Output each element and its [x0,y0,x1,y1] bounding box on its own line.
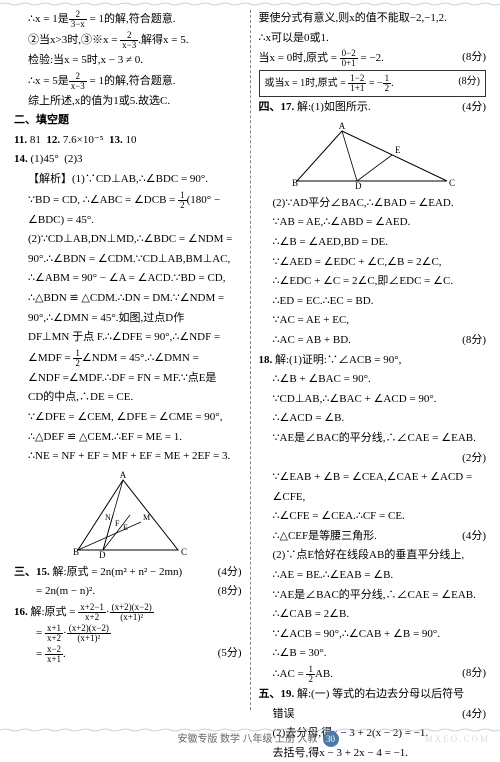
triangle-figure-1: A B C D E F M N [63,470,193,560]
text-line: 【解析】(1)∵CD⊥AB,∴∠BDC = 90°. [14,171,242,189]
page-number-badge: 30 [323,731,339,747]
text-line: ∠CFE, [259,489,487,507]
right-column: 要使分式有意义,则x的值不能取−2,−1,2. ∴x可以是0或1. 当x = 0… [253,10,493,710]
text-line: ∵AE是∠BAC的平分线,∴∠CAE = ∠EAB. [259,430,487,448]
svg-text:B: B [292,178,298,188]
solution-line: 三、15. 解:原式 = 2n(m² + n² − 2mn)(4分) [14,564,242,582]
text-line: ∠BDC) = 45°. [14,212,242,230]
solution-line: 18. 解:(1)证明:∵∠ACB = 90°, [259,352,487,370]
text-line: ∴∠CAB = 2∠B. [259,606,487,624]
text-line: ∴△CEF是等腰三角形.(4分) [259,528,487,546]
watermark: MXEO.COM [425,732,490,746]
text-line: ∵CD⊥AB,∴∠BAC + ∠ACD = 90°. [259,391,487,409]
text-line: = 2n(m − n)².(8分) [14,583,242,601]
text-line: ∴∠ABM = 90° − ∠A = ∠ACD.∵BD = CD, [14,270,242,288]
svg-text:N: N [105,513,111,522]
text-line: 90°.∴∠BDN = ∠CDM.∵CD⊥AB,BM⊥AC, [14,251,242,269]
text-line: ∴△BDN ≌ △CDM.∴DN = DM.∵∠NDM = [14,290,242,308]
svg-text:A: A [120,470,127,480]
text-line: ∴∠ACD = ∠B. [259,410,487,428]
text-line: (2)∵点E恰好在线段AB的垂直平分线上, [259,547,487,565]
answer-line: 11. 81 12. 7.6×10⁻⁵ 13. 10 [14,132,242,150]
left-column: ∴x = 1是23−x = 1的解,符合题意. ②当x>3时,③※x = 2x−… [8,10,248,710]
text-line: ∠NDF =∠MDF.∴DF = FN = MF.∵点E是 [14,370,242,388]
svg-text:E: E [395,145,401,155]
solution-line: 四、17. 解:(1)如图所示.(4分) [259,99,487,117]
text-line: ∴AC = AB + BD.(8分) [259,332,487,350]
svg-text:A: A [339,121,346,131]
text-line: (2)∵AD平分∠BAC,∴∠BAD = ∠EAD. [259,195,487,213]
text-line: ∴AE = BE.∴∠EAB = ∠B. [259,567,487,585]
score-line: (2分) [259,450,487,468]
text-line: ∴∠B + ∠BAC = 90°. [259,371,487,389]
solution-line: 五、19. 解:(一) 等式的右边去分母以后符号 [259,686,487,704]
text-line: ∴∠B = ∠AED,BD = DE. [259,234,487,252]
svg-text:C: C [181,547,187,557]
text-line: ②当x>3时,③※x = 2x−3.解得x = 5. [14,31,242,50]
svg-text:D: D [99,550,106,560]
text-line: ∵AC = AE + EC, [259,312,487,330]
text-line: ∵AB = AE,∴∠ABD = ∠AED. [259,214,487,232]
text-line: ∴AC = 12AB.(8分) [259,665,487,684]
text-line: ∴∠EDC + ∠C = 2∠C,即∠EDC = ∠C. [259,273,487,291]
text-line: = x+1x+2·(x+2)(x−2)(x+1)² [14,624,242,643]
text-line: ∵∠EAB + ∠B = ∠CEA,∠CAE + ∠ACD = [259,469,487,487]
text-line: ∴x可以是0或1. [259,30,487,48]
text-line: 错误(4分) [259,706,487,724]
svg-text:D: D [355,181,362,191]
text-line: = x−2x+1.(5分) [14,645,242,664]
text-line: ∵∠DFE = ∠CEM, ∠DFE = ∠CME = 90°, [14,409,242,427]
svg-text:F: F [115,519,120,528]
text-line: ∠MDF = 12∠NDM = 45°.∴∠DMN = [14,349,242,368]
text-line: ∴ED = EC.∴EC = BD. [259,293,487,311]
answer-line: 14. (1)45° (2)3 [14,151,242,169]
text-line: ∵∠ACB = 90°,∴∠CAB + ∠B = 90°. [259,626,487,644]
svg-text:E: E [123,523,128,532]
text-line: ∴∠B = 30°. [259,645,487,663]
text-line: 综上所述,x的值为1或5.故选C. [14,93,242,111]
svg-text:B: B [73,547,79,557]
text-line: CD的中点,∴DE = CE. [14,389,242,407]
solution-line: 16. 解:原式 = x+2−1x+2·(x+2)(x−2)(x+1)² [14,603,242,622]
section-heading: 二、填空题 [14,112,242,130]
text-line: ∵AE是∠BAC的平分线,∴∠CAE = ∠EAB. [259,587,487,605]
text-line: ∵∠AED = ∠EDC + ∠C,∠B = 2∠C, [259,254,487,272]
column-divider [250,10,251,710]
text-line: 检验:当x = 5时,x − 3 ≠ 0. [14,52,242,70]
svg-text:M: M [143,513,150,522]
text-line: ∴x = 5是2x−3 = 1的解,符合题意. [14,72,242,91]
text-line: (2)∵CD⊥AB,DN⊥MD,∴∠BDC = ∠NDM = [14,231,242,249]
text-line: ∴∠CFE = ∠CEA.∴CF = CE. [259,508,487,526]
svg-text:C: C [449,178,455,188]
text-line: 当x = 0时,原式 = 0−20+1 = −2.(8分) [259,49,487,68]
boxed-alternative: 或当x = 1时,原式 = 1−21+1 = −12.(8分) [259,70,487,97]
text-line: ∴△DEF ≌ △CEM.∴EF = ME = 1. [14,429,242,447]
triangle-figure-2: A B C D E [287,121,457,191]
wave-decoration-top [0,2,500,6]
text-line: ∵BD = CD, ∴∠ABC = ∠DCB = 12(180° − [14,191,242,210]
text-line: ∴x = 1是23−x = 1的解,符合题意. [14,10,242,29]
text-line: 90°,∴∠DMN = 45°.如图,过点D作 [14,310,242,328]
text-line: 要使分式有意义,则x的值不能取−2,−1,2. [259,10,487,28]
text-line: DF⊥MN 于点 F.∴∠DFE = 90°,∴∠NDF = [14,329,242,347]
text-line: ∴NE = NF + EF = MF + EF = ME + 2EF = 3. [14,448,242,466]
